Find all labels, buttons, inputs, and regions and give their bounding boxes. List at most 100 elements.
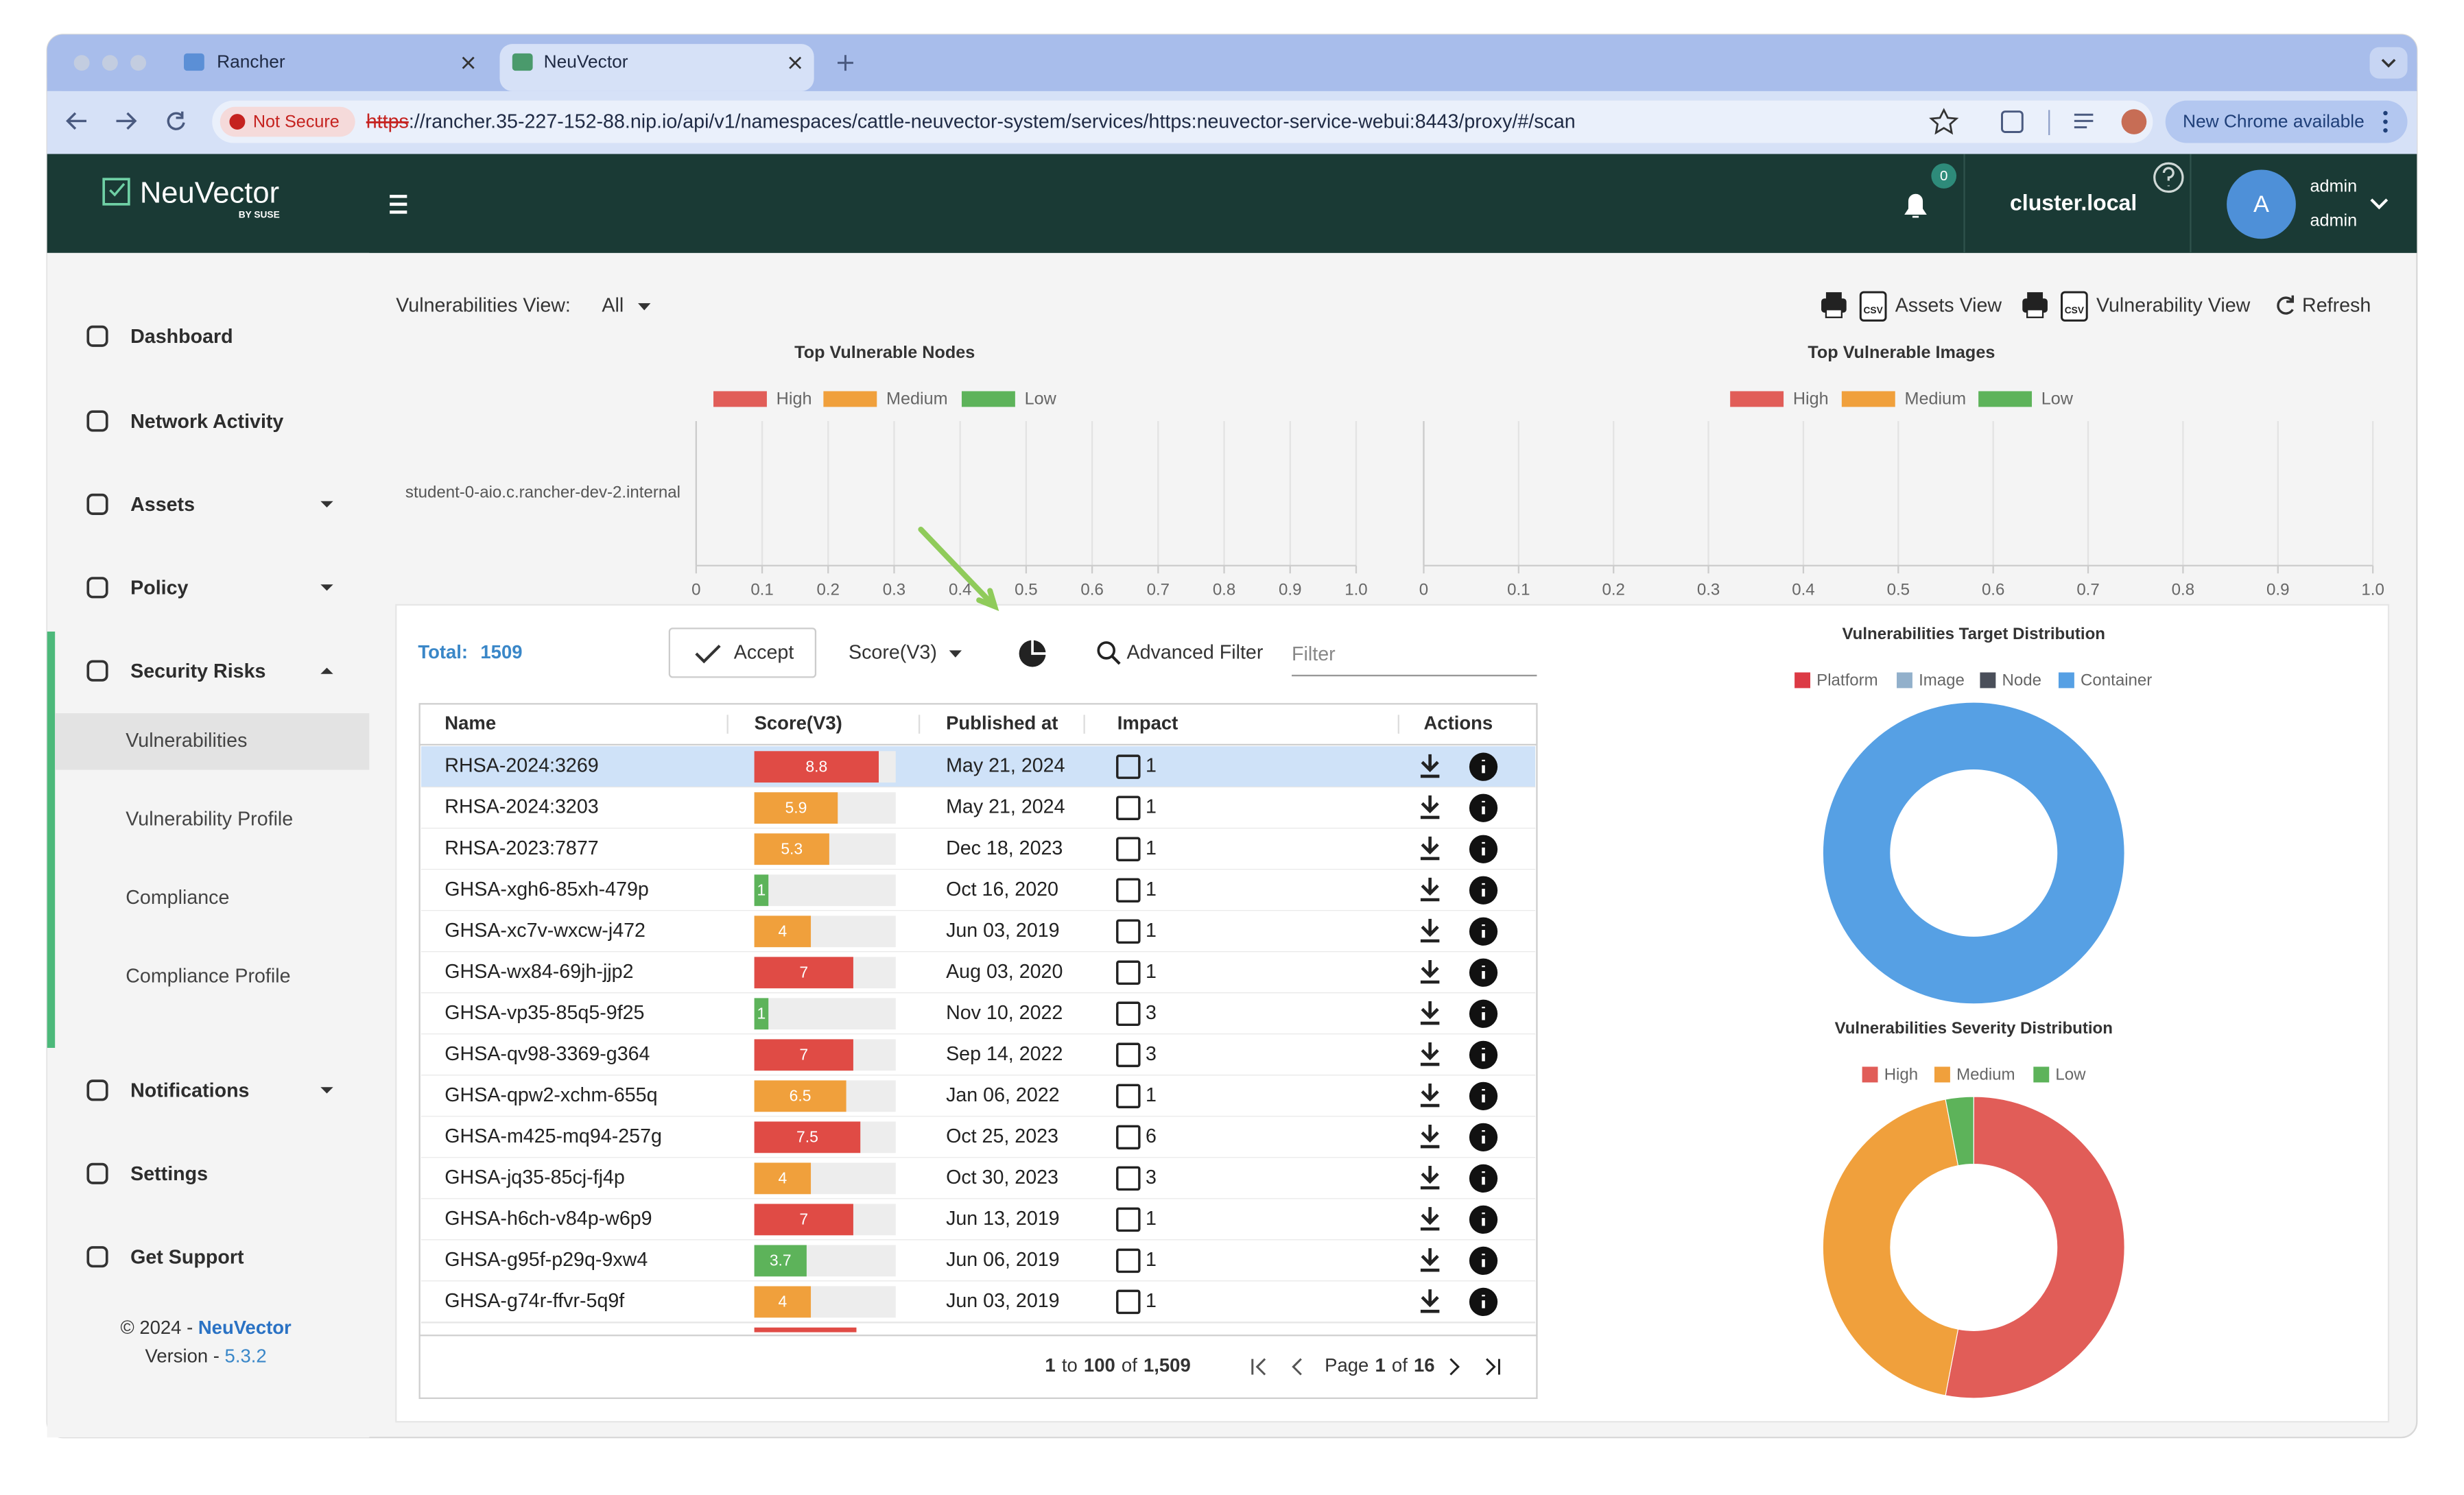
download-button[interactable] xyxy=(1420,1248,1440,1272)
column-header[interactable]: Name xyxy=(445,712,496,733)
vulnerability-name[interactable]: GHSA-wx84-69jh-jjp2 xyxy=(445,961,633,983)
window-control[interactable] xyxy=(102,55,118,71)
table-row[interactable] xyxy=(420,1075,1536,1117)
pie-slice[interactable] xyxy=(1822,1099,1959,1396)
view-select[interactable]: All xyxy=(602,294,624,316)
table-row[interactable] xyxy=(420,1240,1536,1282)
notification-count[interactable]: 0 xyxy=(1940,168,1947,184)
table-row[interactable] xyxy=(420,911,1536,953)
pie-slice[interactable] xyxy=(1945,1096,1974,1167)
legend-label[interactable]: Low xyxy=(1025,390,1057,409)
download-button[interactable] xyxy=(1420,1289,1440,1313)
vulnerability-name[interactable]: GHSA-qpw2-xchm-655q xyxy=(445,1084,657,1106)
table-row[interactable] xyxy=(420,1281,1536,1323)
vulnerability-name[interactable]: GHSA-xgh6-85xh-479p xyxy=(445,878,649,900)
security-chip[interactable] xyxy=(220,106,355,137)
vulnerability-name[interactable]: GHSA-g95f-p29q-9xw4 xyxy=(445,1249,648,1271)
assets-view-button[interactable]: Assets View xyxy=(1895,294,2002,316)
security-label[interactable]: Not Secure xyxy=(253,112,340,131)
download-button[interactable] xyxy=(1420,877,1440,902)
advanced-filter-button[interactable]: Advanced Filter xyxy=(1127,642,1264,664)
tab-search[interactable] xyxy=(2369,47,2408,79)
legend-label[interactable]: Platform xyxy=(1816,671,1878,689)
table-row[interactable] xyxy=(420,993,1536,1035)
legend-label[interactable]: Medium xyxy=(886,390,948,409)
table-row[interactable] xyxy=(420,1116,1536,1158)
legend-label[interactable]: Low xyxy=(2055,1065,2086,1084)
download-button[interactable] xyxy=(1420,1125,1440,1149)
nav-item[interactable]: Settings xyxy=(130,1163,208,1185)
nav-item[interactable]: Assets xyxy=(130,494,195,516)
column-header[interactable]: Impact xyxy=(1117,712,1178,733)
update-button[interactable] xyxy=(2165,100,2408,143)
vulnerability-name[interactable]: GHSA-h6ch-v84p-w6p9 xyxy=(445,1208,652,1230)
table-row[interactable] xyxy=(420,952,1536,994)
table-row[interactable] xyxy=(420,870,1536,911)
accept-label[interactable]: Accept xyxy=(734,642,794,664)
download-button[interactable] xyxy=(1420,1042,1440,1066)
download-button[interactable] xyxy=(1420,1166,1440,1190)
legend-label[interactable]: Node xyxy=(2002,671,2042,689)
help-icon[interactable] xyxy=(2153,162,2184,193)
download-button[interactable] xyxy=(1420,754,1440,778)
legend-label[interactable]: Medium xyxy=(1956,1065,2015,1084)
refresh-button[interactable]: Refresh xyxy=(2302,294,2371,316)
vulnerability-name[interactable]: GHSA-xc7v-wxcw-j472 xyxy=(445,920,645,942)
table-row[interactable] xyxy=(420,746,1536,788)
download-button[interactable] xyxy=(1420,1207,1440,1231)
download-button[interactable] xyxy=(1420,1084,1440,1108)
download-button[interactable] xyxy=(1420,918,1440,943)
legend-label[interactable]: High xyxy=(1793,390,1829,409)
vulnerability-name[interactable]: RHSA-2024:3269 xyxy=(445,755,598,777)
column-header[interactable]: Published at xyxy=(946,712,1058,733)
vulnerability-name[interactable]: GHSA-vp35-85q5-9f25 xyxy=(445,1002,644,1024)
nav-sub-item[interactable]: Vulnerability Profile xyxy=(126,808,293,830)
user-avatar[interactable] xyxy=(2227,169,2296,239)
nav-item[interactable]: Policy xyxy=(130,577,188,599)
vulnerability-name[interactable]: GHSA-qv98-3369-g364 xyxy=(445,1043,650,1065)
active-tab[interactable] xyxy=(499,44,814,91)
update-label[interactable]: New Chrome available xyxy=(2183,111,2365,132)
nav-sub-item[interactable]: Compliance Profile xyxy=(126,965,290,987)
legend-label[interactable]: Low xyxy=(2041,390,2074,409)
accept-button[interactable] xyxy=(668,627,817,678)
table-row[interactable] xyxy=(420,787,1536,829)
address-bar[interactable] xyxy=(212,100,2153,143)
table-row[interactable] xyxy=(420,1199,1536,1241)
window-control[interactable] xyxy=(73,55,90,71)
column-header[interactable]: Score(V3) xyxy=(755,712,842,733)
vulnerability-name[interactable]: RHSA-2023:7877 xyxy=(445,837,598,859)
vulnerability-name[interactable]: GHSA-m425-mq94-257g xyxy=(445,1125,662,1147)
legend-label[interactable]: Medium xyxy=(1904,390,1966,409)
column-header[interactable]: Actions xyxy=(1423,712,1493,733)
nav-item[interactable]: Dashboard xyxy=(130,326,233,348)
pie-slice[interactable] xyxy=(1822,702,2125,1005)
nav-sub-item[interactable]: Compliance xyxy=(126,887,229,909)
download-button[interactable] xyxy=(1420,795,1440,820)
vulnerability-view-button[interactable]: Vulnerability View xyxy=(2096,294,2251,316)
vulnerability-name[interactable]: RHSA-2024:3203 xyxy=(445,796,598,818)
filter-input[interactable]: Filter xyxy=(1292,643,1336,665)
download-button[interactable] xyxy=(1420,1001,1440,1025)
nav-item[interactable]: Security Risks xyxy=(130,660,265,682)
download-button[interactable] xyxy=(1420,836,1440,861)
window-control[interactable] xyxy=(130,55,147,71)
table-row[interactable] xyxy=(420,828,1536,870)
legend-label[interactable]: High xyxy=(777,390,812,409)
sort-select[interactable]: Score(V3) xyxy=(849,642,937,664)
table-row[interactable] xyxy=(420,1034,1536,1076)
download-button[interactable] xyxy=(1420,959,1440,984)
pie-slice[interactable] xyxy=(1945,1096,2125,1399)
legend-label[interactable]: Container xyxy=(2081,671,2152,689)
brand-link[interactable]: NeuVector xyxy=(198,1317,292,1338)
nav-item[interactable]: Notifications xyxy=(130,1080,249,1102)
nav-sub-item[interactable]: Vulnerabilities xyxy=(126,730,247,752)
table-row[interactable] xyxy=(420,1158,1536,1199)
user-name[interactable]: admin xyxy=(2310,176,2358,195)
cluster-name[interactable]: cluster.local xyxy=(2010,190,2137,215)
nav-item[interactable]: Network Activity xyxy=(130,411,283,433)
nav-item[interactable]: Get Support xyxy=(130,1247,244,1269)
legend-label[interactable]: High xyxy=(1884,1065,1918,1084)
legend-label[interactable]: Image xyxy=(1919,671,1965,689)
tab-title[interactable]: NeuVector xyxy=(544,51,628,72)
